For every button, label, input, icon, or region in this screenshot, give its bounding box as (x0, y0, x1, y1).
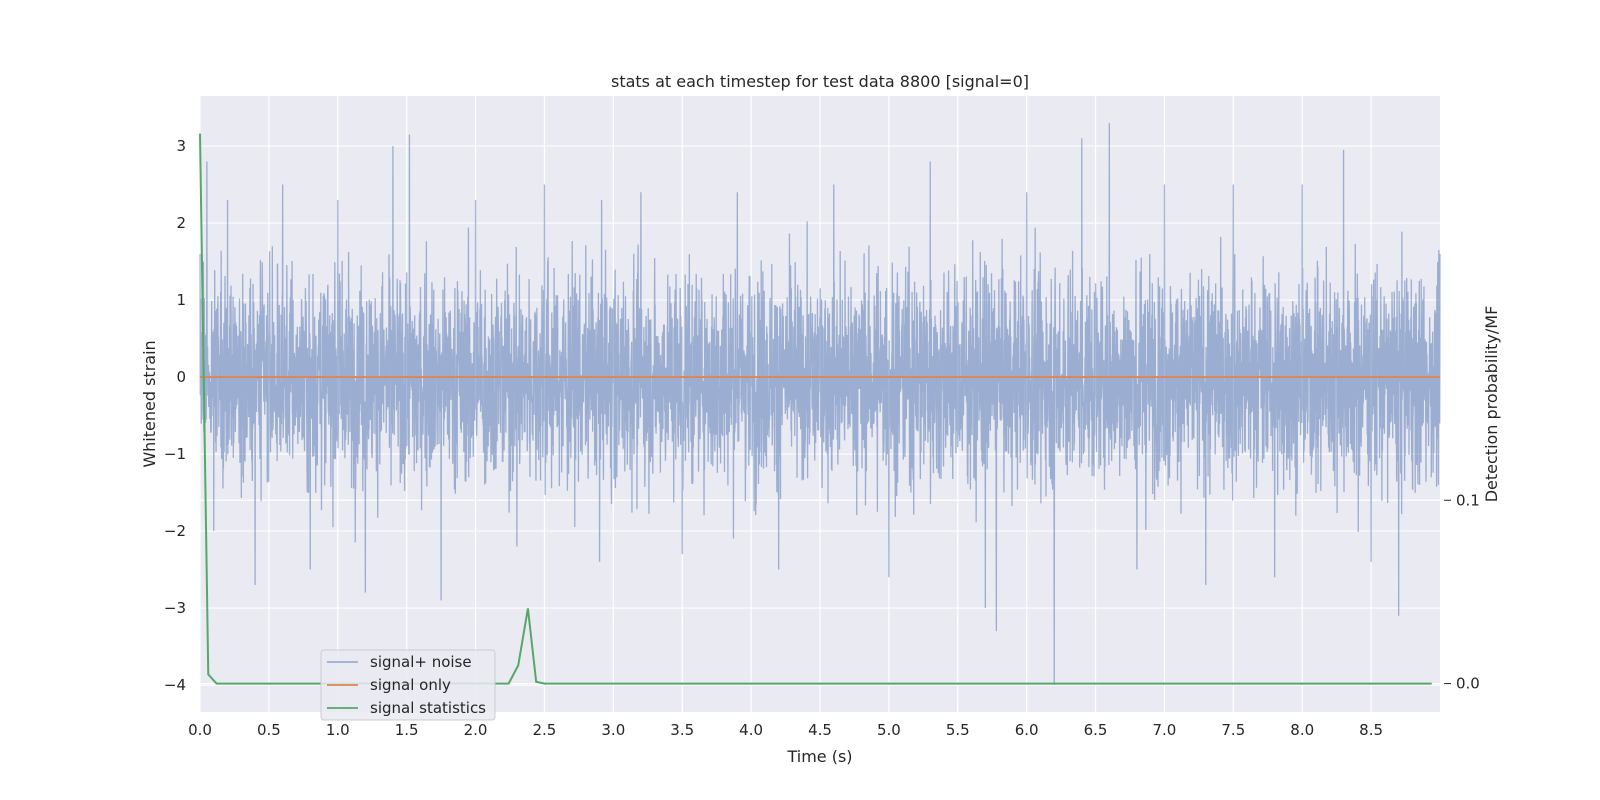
y-tick-label: −1 (164, 445, 186, 463)
legend-frame (320, 649, 496, 721)
x-tick-label: 7.0 (1153, 721, 1177, 739)
y-tick-label: 0 (176, 368, 186, 386)
x-axis-ticks: 0.0 0.5 1.0 1.5 2.0 2.5 3.0 3.5 4.0 4.5 5.0 5.5 6.0 6… (188, 721, 1383, 739)
x-tick-label: 2.0 (464, 721, 488, 739)
y2-tick-label: 0.0 (1456, 675, 1480, 693)
y-tick-label: −3 (164, 599, 186, 617)
y2-tick-label: 0.1 (1456, 491, 1480, 509)
legend-label-signal-statistics: signal statistics (370, 699, 486, 717)
plot-lines (199, 122, 1441, 686)
x-tick-label: 6.0 (1015, 721, 1039, 739)
y-axis-label: Whitened strain (140, 340, 159, 467)
y-tick-label: 2 (176, 214, 186, 232)
series-signal-statistics-line (199, 133, 1432, 685)
y-axis-ticks: 3 2 1 0 −1 −2 −3 −4 (164, 137, 186, 694)
x-tick-label: 3.5 (670, 721, 694, 739)
x-tick-label: 4.0 (739, 721, 763, 739)
x-tick-label: 8.0 (1290, 721, 1314, 739)
y-tick-label: 1 (176, 291, 186, 309)
legend: signal+ noise signal only signal statist… (320, 649, 496, 721)
x-axis-label: Time (s) (786, 747, 852, 766)
x-tick-label: 5.0 (877, 721, 901, 739)
x-tick-label: 0.0 (188, 721, 212, 739)
chart-title: stats at each timestep for test data 880… (611, 72, 1029, 91)
x-tick-label: 1.0 (326, 721, 350, 739)
x-tick-label: 3.0 (601, 721, 625, 739)
y2-axis-ticks: 0.1 0.0 (1444, 491, 1480, 693)
legend-label-signal-only: signal only (370, 676, 451, 694)
x-tick-label: 7.5 (1221, 721, 1245, 739)
legend-label-signal-noise: signal+ noise (370, 653, 472, 671)
x-tick-label: 0.5 (257, 721, 281, 739)
y-tick-label: 3 (176, 137, 186, 155)
x-tick-label: 1.5 (395, 721, 419, 739)
x-tick-label: 5.5 (946, 721, 970, 739)
y-tick-label: −4 (164, 676, 186, 694)
x-tick-label: 2.5 (533, 721, 557, 739)
x-tick-label: 4.5 (808, 721, 832, 739)
x-tick-label: 6.5 (1084, 721, 1108, 739)
x-tick-label: 8.5 (1359, 721, 1383, 739)
y-tick-label: −2 (164, 522, 186, 540)
y2-axis-label: Detection probability/MF (1482, 306, 1501, 503)
